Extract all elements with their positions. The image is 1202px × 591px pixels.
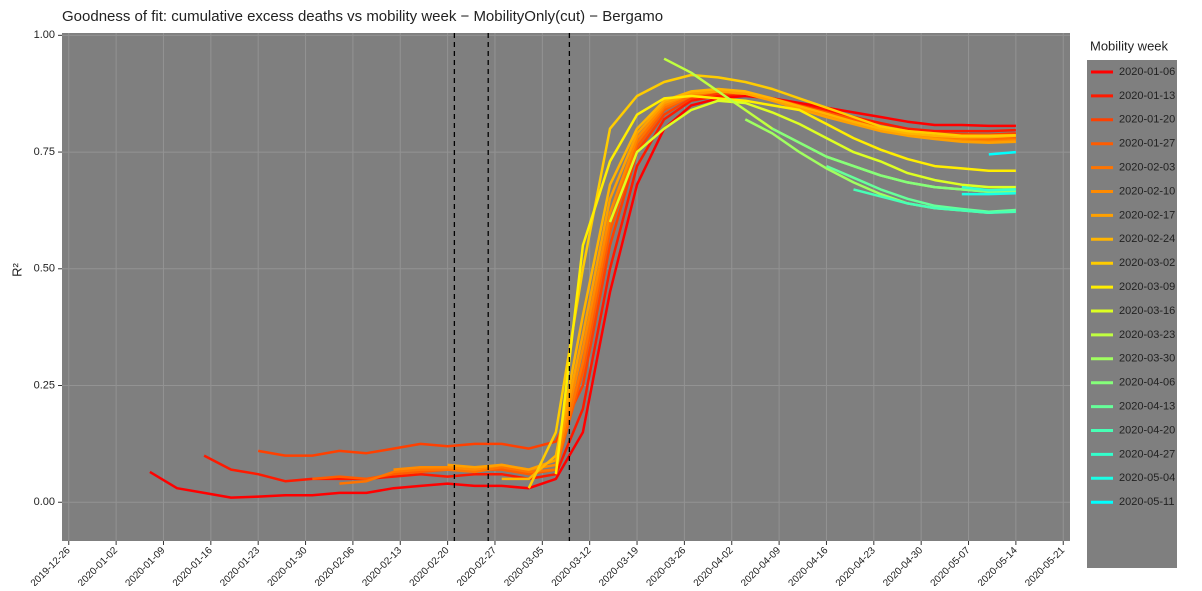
x-tick-label: 2020-01-30 bbox=[266, 545, 310, 586]
legend-label: 2020-03-16 bbox=[1119, 305, 1175, 317]
x-tick-label: 2020-02-27 bbox=[455, 545, 499, 586]
legend-label: 2020-03-09 bbox=[1119, 281, 1175, 293]
x-tick-label: 2020-05-07 bbox=[929, 545, 973, 586]
y-tick-label: 0.75 bbox=[34, 146, 55, 158]
legend-label: 2020-01-06 bbox=[1119, 66, 1175, 78]
series-line bbox=[961, 191, 1016, 196]
x-tick-label: 2020-02-20 bbox=[408, 545, 452, 586]
y-tick-label: 0.25 bbox=[34, 379, 55, 391]
legend-label: 2020-04-06 bbox=[1119, 377, 1175, 389]
series-line bbox=[203, 92, 1016, 483]
legend-label: 2020-03-23 bbox=[1119, 329, 1175, 341]
x-tick-label: 2020-02-06 bbox=[313, 545, 357, 586]
legend-label: 2020-04-27 bbox=[1119, 448, 1175, 460]
legend-label: 2020-03-30 bbox=[1119, 353, 1175, 365]
x-tick-label: 2020-03-19 bbox=[597, 545, 641, 586]
x-tick-label: 2020-04-23 bbox=[834, 545, 878, 586]
series-line bbox=[501, 87, 1016, 481]
y-tick-label: 1.00 bbox=[34, 29, 55, 41]
legend-label: 2020-01-13 bbox=[1119, 90, 1175, 102]
legend-label: 2020-01-20 bbox=[1119, 114, 1175, 126]
x-tick-label: 2019-12-26 bbox=[29, 545, 73, 586]
y-tick-label: 0.50 bbox=[34, 263, 55, 275]
legend-label: 2020-02-10 bbox=[1119, 185, 1175, 197]
legend-label: 2020-03-02 bbox=[1119, 257, 1175, 269]
x-tick-label: 2020-04-02 bbox=[692, 545, 736, 586]
x-tick-label: 2020-01-23 bbox=[218, 545, 262, 586]
series-line bbox=[527, 73, 1016, 489]
series-line bbox=[961, 185, 1016, 192]
x-tick-label: 2020-04-16 bbox=[786, 545, 830, 586]
legend-title: Mobility week bbox=[1090, 38, 1169, 53]
x-tick-label: 2020-03-12 bbox=[550, 545, 594, 586]
x-tick-label: 2020-03-26 bbox=[644, 545, 688, 586]
legend-label: 2020-02-24 bbox=[1119, 233, 1175, 245]
chart-title: Goodness of fit: cumulative excess death… bbox=[62, 8, 663, 25]
series-line bbox=[554, 94, 1016, 475]
legend-label: 2020-01-27 bbox=[1119, 138, 1175, 150]
series-line bbox=[771, 127, 1016, 193]
x-tick-label: 2020-03-05 bbox=[502, 545, 546, 586]
x-tick-label: 2020-05-14 bbox=[976, 545, 1020, 586]
legend-label: 2020-02-03 bbox=[1119, 162, 1175, 174]
legend-label: 2020-05-11 bbox=[1119, 496, 1174, 508]
x-tick-label: 2020-01-16 bbox=[171, 545, 215, 586]
series-line bbox=[447, 90, 1016, 471]
x-tick-label: 2020-04-30 bbox=[881, 545, 925, 586]
legend-label: 2020-04-13 bbox=[1119, 401, 1175, 413]
x-tick-label: 2020-05-21 bbox=[1023, 545, 1067, 586]
x-tick-label: 2020-01-09 bbox=[124, 545, 168, 586]
y-tick-label: 0.00 bbox=[34, 496, 55, 508]
x-tick-label: 2020-04-09 bbox=[739, 545, 783, 586]
plot-background bbox=[62, 33, 1070, 541]
legend-label: 2020-02-17 bbox=[1119, 209, 1175, 221]
x-tick-label: 2020-01-02 bbox=[76, 545, 120, 586]
x-tick-label: 2020-02-13 bbox=[360, 545, 404, 586]
legend-label: 2020-05-04 bbox=[1119, 472, 1175, 484]
legend-label: 2020-04-20 bbox=[1119, 424, 1175, 436]
series-line bbox=[988, 150, 1017, 156]
series-line bbox=[853, 188, 1016, 215]
y-axis-label: R² bbox=[9, 262, 24, 276]
series-line bbox=[149, 94, 1016, 499]
series-line bbox=[608, 99, 1016, 223]
